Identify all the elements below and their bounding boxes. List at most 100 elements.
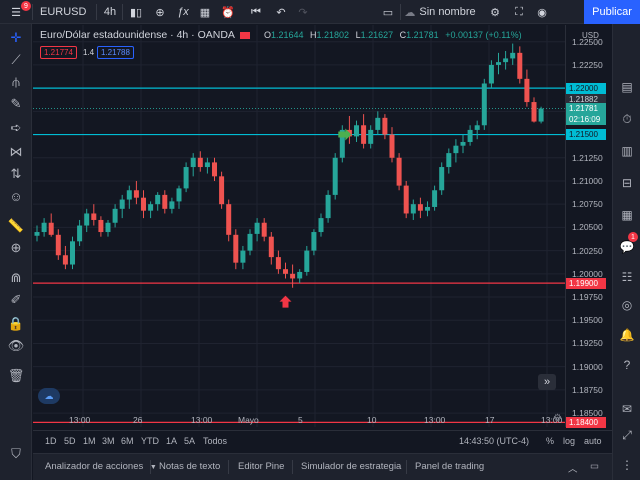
- compare-button[interactable]: ⊕: [148, 0, 172, 24]
- ask-button[interactable]: 1.21788: [97, 46, 134, 59]
- candle-body: [233, 234, 239, 263]
- pattern-icon[interactable]: ⋈: [9, 144, 23, 159]
- menu-dots-icon[interactable]: ⋮: [621, 458, 633, 472]
- clock-timezone[interactable]: 14:43:50 (UTC-4): [459, 436, 530, 446]
- percent-toggle[interactable]: %: [546, 436, 555, 446]
- candle-body: [439, 167, 445, 191]
- candle-body: [197, 157, 203, 168]
- range-5a[interactable]: 5A: [184, 436, 196, 446]
- help-icon[interactable]: ?: [623, 358, 631, 372]
- ruler-icon[interactable]: 📏: [7, 218, 25, 233]
- bid-button[interactable]: 1.21774: [40, 46, 77, 59]
- tab-pine-editor[interactable]: Editor Pine: [238, 461, 285, 472]
- scroll-right-button[interactable]: »: [538, 374, 556, 390]
- menu-button[interactable]: ☰: [4, 0, 28, 24]
- price-tick-label: 1.19000: [572, 361, 603, 372]
- range-1m[interactable]: 1M: [83, 436, 96, 446]
- range-6m[interactable]: 6M: [121, 436, 134, 446]
- data-window-icon[interactable]: ▥: [621, 144, 633, 158]
- pin-icon[interactable]: ⛉: [11, 446, 21, 461]
- candle-body: [432, 190, 438, 207]
- tab-text-notes[interactable]: Notas de texto: [159, 461, 221, 472]
- interval-button[interactable]: 4h: [103, 6, 117, 18]
- fullscreen-button[interactable]: ⛶: [508, 0, 530, 24]
- redo-button[interactable]: ↷: [292, 0, 314, 24]
- candle-body: [297, 271, 303, 279]
- candle-body: [361, 125, 367, 144]
- indicators-button[interactable]: ƒx: [172, 0, 194, 24]
- price-axis[interactable]: USD 1.225001.222501.220001.217501.215001…: [565, 25, 612, 428]
- axis-settings-button[interactable]: ⚙: [553, 413, 562, 424]
- alerts-clock-icon[interactable]: ⏱: [622, 111, 632, 126]
- candle-body: [396, 157, 402, 186]
- candle-body: [467, 129, 473, 142]
- trash-icon[interactable]: 🗑: [7, 368, 25, 383]
- maximize-panel-button[interactable]: ▭: [590, 461, 599, 472]
- time-tick-label: 13:00: [424, 415, 446, 425]
- tab-stock-screener[interactable]: Analizador de acciones ▼: [45, 461, 157, 472]
- save-layout-button[interactable]: ☁ Sin nombre: [404, 0, 476, 24]
- bookmark-icon[interactable]: ✉: [621, 402, 633, 416]
- lock-icon[interactable]: 🔒: [7, 316, 25, 331]
- tab-strategy-tester[interactable]: Simulador de estrategia: [301, 461, 402, 472]
- pencil-lock-icon[interactable]: ✐: [10, 292, 22, 307]
- magnet-icon[interactable]: ⋒: [10, 270, 22, 285]
- candle-body: [112, 208, 118, 223]
- expand-icon[interactable]: ⤢: [622, 427, 632, 442]
- publish-button[interactable]: Publicar: [584, 0, 640, 24]
- notifications-icon[interactable]: 🔔: [619, 328, 635, 342]
- collapse-panel-button[interactable]: ︿: [568, 461, 578, 475]
- hamburger-icon: ☰: [11, 6, 21, 19]
- auto-toggle[interactable]: auto: [584, 436, 602, 446]
- symbol-search-button[interactable]: EURUSD: [40, 6, 87, 18]
- price-tick-label: 1.19750: [572, 292, 603, 303]
- candle-body: [453, 145, 459, 154]
- brand-logo[interactable]: ☁: [38, 388, 60, 404]
- brush-icon[interactable]: ✎: [10, 96, 22, 111]
- time-axis[interactable]: 13:00 26 13:00 Mayo 5 10 13:00 17 13:00: [33, 410, 565, 430]
- tab-trading-panel[interactable]: Panel de trading: [415, 461, 485, 472]
- emoji-icon[interactable]: ☺: [9, 188, 23, 204]
- alert-button[interactable]: ⏰: [216, 0, 240, 24]
- trendline-icon[interactable]: ⟋: [11, 52, 21, 67]
- menu-badge: 9: [21, 1, 31, 11]
- watchlist-icon[interactable]: ▤: [621, 80, 633, 94]
- settings-button[interactable]: ⚙: [484, 0, 506, 24]
- layout-button[interactable]: ▭: [376, 0, 400, 24]
- screenshot-button[interactable]: ◉: [530, 0, 554, 24]
- templates-button[interactable]: ▦: [194, 0, 216, 24]
- price-chart[interactable]: [33, 25, 565, 427]
- chat-icon[interactable]: 💬: [619, 240, 635, 254]
- bottom-panel-tabs: Analizador de acciones ▼ Notas de texto …: [33, 453, 612, 480]
- calendar-icon[interactable]: ▦: [621, 208, 633, 222]
- hotlist-icon[interactable]: ⊟: [621, 176, 633, 190]
- log-toggle[interactable]: log: [563, 436, 576, 446]
- range-1d[interactable]: 1D: [45, 436, 57, 446]
- replay-button[interactable]: ⏮: [244, 0, 268, 24]
- undo-button[interactable]: ↶: [270, 0, 292, 24]
- range-ytd[interactable]: YTD: [141, 436, 159, 446]
- ideas-icon[interactable]: ☷: [621, 270, 633, 284]
- candle-type-button[interactable]: ▮▯: [124, 0, 148, 24]
- position-icon[interactable]: ⇅: [10, 166, 22, 181]
- fx-icon: ƒx: [177, 6, 189, 18]
- candles-icon: ▮▯: [129, 6, 143, 19]
- streams-icon[interactable]: ◎: [621, 298, 633, 312]
- camera-icon: ◉: [537, 6, 547, 19]
- arrow-tool-icon[interactable]: ➪: [10, 120, 22, 135]
- level-price-label: 1.22000: [566, 82, 606, 94]
- range-5d[interactable]: 5D: [64, 436, 76, 446]
- crosshair-icon[interactable]: ✛: [10, 30, 22, 45]
- maximize-icon: ▭: [590, 461, 599, 472]
- redo-icon: ↷: [298, 6, 308, 19]
- range-3m[interactable]: 3M: [102, 436, 115, 446]
- eye-icon[interactable]: 👁: [7, 338, 25, 353]
- range-all[interactable]: Todos: [203, 436, 228, 446]
- zoom-in-icon[interactable]: ⊕: [10, 240, 22, 255]
- candle-body: [460, 141, 466, 146]
- candle-body: [219, 176, 225, 205]
- pitchfork-icon[interactable]: ⫛: [12, 74, 20, 89]
- candle-body: [148, 204, 154, 211]
- range-1a[interactable]: 1A: [166, 436, 178, 446]
- candle-body: [283, 269, 288, 274]
